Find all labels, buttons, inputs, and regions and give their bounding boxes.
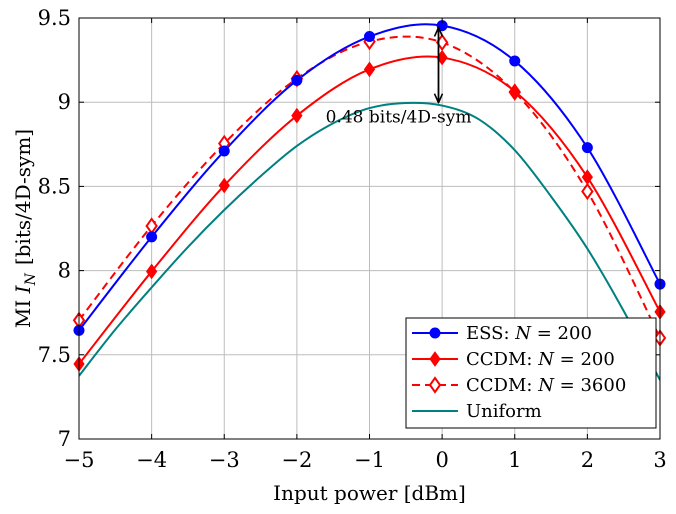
legend-label-0: ESS: N = 200 [466,323,592,344]
series-0-point [509,55,521,67]
series-0-point [581,142,593,154]
series-0-point [291,74,303,86]
x-axis-label: Input power [dBm] [273,481,466,505]
gap-annotation-text: 0.48 bits/4D-sym [326,107,472,127]
legend-label-2: CCDM: N = 3600 [466,375,626,396]
x-tick-label: 0 [435,448,448,472]
series-1-point [363,61,376,78]
annotations: 0.48 bits/4D-sym [326,28,472,127]
series-1-point [509,83,521,100]
y-tick-label: 7 [58,427,71,451]
tick-labels: −5 −4 −3 −2 −1 0 1 2 3 7 7.5 8 8.5 9 9.5 [38,6,667,472]
y-axis-label: MI IN [bits/4D-sym] [11,129,39,328]
x-tick-label: −1 [354,448,385,472]
x-tick-label: 3 [653,448,666,472]
series-1-point [218,177,230,194]
y-axis-label-prefix: MI [11,293,35,328]
series-1-point [291,107,303,124]
series-line-3 [79,101,660,381]
series-0-point [364,31,375,43]
y-tick-label: 9.5 [38,6,71,30]
series-2-point [581,182,594,201]
legend-label-1: CCDM: N = 200 [466,349,615,370]
x-tick-label: 2 [581,448,594,472]
series-markers [72,20,667,372]
x-tick-label: −3 [209,448,240,472]
y-tick-label: 7.5 [38,343,71,367]
legend-swatch-marker-0 [429,327,441,339]
legend-swatch-marker-1 [429,351,441,367]
legend-swatch-marker-2 [428,376,442,394]
x-tick-label: −2 [281,448,312,472]
y-axis-label-var: I [11,284,35,294]
series-0-point [218,145,230,157]
y-axis-label-sub: N [23,272,39,286]
x-tick-label: −5 [64,448,95,472]
legend-box [405,317,657,429]
legend-label-3: Uniform [466,401,542,422]
y-axis-label-suffix: [bits/4D-sym] [11,129,35,265]
series-1-point [581,169,593,185]
y-tick-label: 8.5 [38,174,71,198]
y-tick-label: 9 [58,90,71,114]
legend: ESS: N = 200 CCDM: N = 200 CCDM: N = 3600 U… [405,317,657,429]
x-tick-label: −4 [136,448,167,472]
series-1-point [146,263,158,280]
x-tick-label: 1 [508,448,521,472]
series-0-point [146,231,158,243]
y-tick-label: 8 [58,259,71,283]
